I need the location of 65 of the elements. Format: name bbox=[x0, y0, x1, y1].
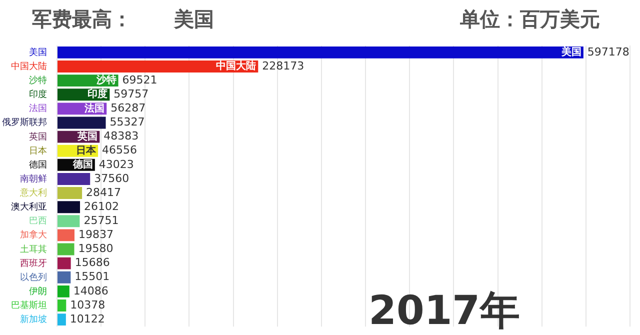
bar bbox=[58, 172, 90, 185]
data-label: 28417 bbox=[86, 186, 122, 199]
bar bbox=[58, 215, 80, 228]
data-label: 37560 bbox=[94, 172, 130, 185]
bar bbox=[58, 46, 584, 58]
bar bbox=[58, 271, 71, 284]
bar bbox=[58, 314, 66, 326]
y-tick-label: 以色列 bbox=[20, 272, 47, 282]
category-label: 中国大陆 bbox=[216, 61, 256, 72]
category-label: 法国 bbox=[84, 103, 105, 114]
y-tick-label: 法国 bbox=[29, 103, 47, 114]
y-tick-label: 沙特 bbox=[29, 75, 47, 86]
bar bbox=[58, 243, 74, 256]
y-tick-label: 伊朗 bbox=[29, 286, 47, 296]
data-label: 48383 bbox=[104, 130, 139, 143]
category-label: 印度 bbox=[88, 89, 108, 100]
data-label: 14086 bbox=[73, 284, 108, 298]
category-label: 日本 bbox=[76, 145, 96, 156]
data-label: 69521 bbox=[122, 73, 158, 86]
bar bbox=[58, 60, 258, 72]
category-label: 沙特 bbox=[96, 75, 116, 86]
y-tick-label: 巴基斯坦 bbox=[11, 300, 47, 310]
y-tick-label: 德国 bbox=[29, 159, 47, 170]
data-label: 19837 bbox=[78, 228, 114, 242]
chart-title: 军费最高： 美国 bbox=[32, 6, 214, 33]
y-tick-label: 南朝鲜 bbox=[20, 173, 47, 184]
bar bbox=[58, 201, 80, 214]
data-label: 15501 bbox=[74, 270, 110, 284]
data-label: 46556 bbox=[102, 144, 138, 157]
y-tick-label: 意大利 bbox=[19, 188, 47, 198]
y-tick-label: 巴西 bbox=[29, 216, 47, 226]
y-tick-label: 俄罗斯联邦 bbox=[2, 117, 47, 128]
annotation: 2017年 bbox=[368, 287, 520, 335]
y-tick-label: 加拿大 bbox=[20, 230, 47, 240]
y-tick-label: 英国 bbox=[29, 131, 47, 142]
y-tick-label: 新加坡 bbox=[20, 314, 47, 324]
data-label: 19580 bbox=[78, 242, 114, 256]
category-label: 英国 bbox=[78, 131, 98, 142]
bar bbox=[58, 257, 71, 270]
y-tick-label: 西班牙 bbox=[20, 258, 47, 268]
y-tick-label: 美国 bbox=[29, 46, 47, 57]
bar bbox=[58, 300, 66, 312]
data-label: 55327 bbox=[110, 116, 145, 129]
data-label: 15686 bbox=[74, 256, 110, 270]
data-label: 56287 bbox=[110, 102, 146, 115]
bar bbox=[58, 116, 106, 129]
data-label: 597178 bbox=[587, 45, 630, 58]
category-label: 德国 bbox=[72, 160, 93, 171]
bar bbox=[58, 285, 70, 298]
data-label: 26102 bbox=[84, 200, 120, 213]
y-tick-label: 土耳其 bbox=[20, 244, 47, 254]
category-label: 美国 bbox=[561, 47, 582, 58]
data-label: 10122 bbox=[70, 312, 105, 326]
bar bbox=[58, 187, 82, 200]
y-tick-label: 中国大陆 bbox=[11, 60, 47, 71]
bar bbox=[58, 229, 74, 242]
data-label: 10378 bbox=[70, 298, 106, 312]
y-tick-label: 印度 bbox=[29, 89, 47, 100]
data-label: 228173 bbox=[262, 59, 304, 72]
y-tick-label: 澳大利亚 bbox=[11, 202, 47, 212]
data-label: 43023 bbox=[98, 158, 134, 171]
text: 单位：百万美元 bbox=[460, 6, 600, 33]
data-label: 59757 bbox=[114, 87, 149, 100]
y-tick-label: 日本 bbox=[29, 145, 47, 156]
data-label: 25751 bbox=[84, 214, 119, 228]
